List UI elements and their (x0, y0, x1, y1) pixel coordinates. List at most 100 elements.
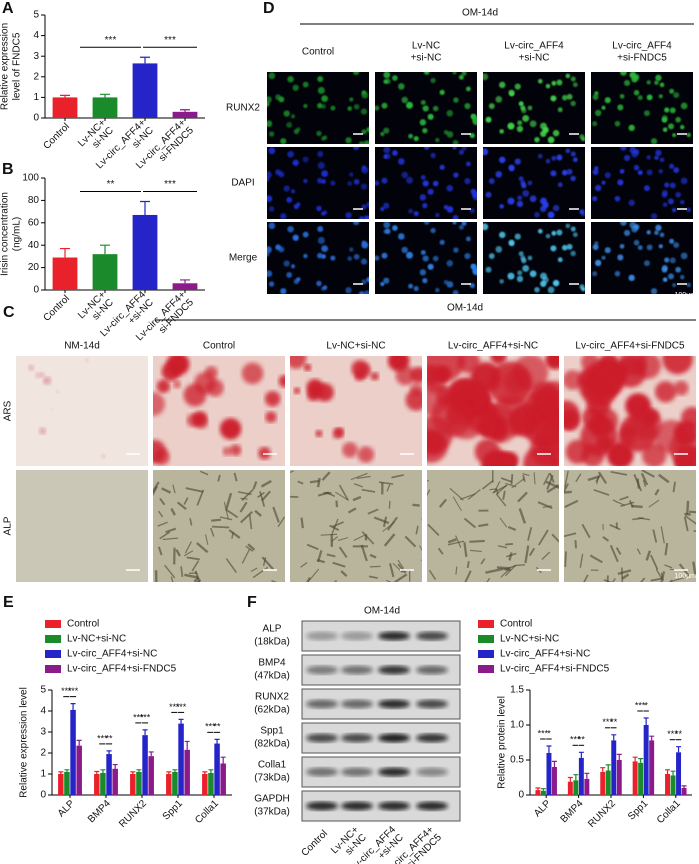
cell (307, 568, 320, 582)
blot-band (341, 631, 373, 641)
cell (361, 531, 375, 545)
stain (40, 372, 45, 378)
cell (360, 544, 368, 562)
stain (42, 376, 52, 385)
blot-border (301, 722, 461, 754)
blot-band (341, 733, 373, 743)
cell (650, 138, 658, 144)
scale-label: 100μm (674, 573, 696, 580)
image-background (153, 470, 285, 582)
cell (549, 472, 555, 483)
cell (380, 131, 385, 137)
error-bar (184, 740, 190, 750)
cell (250, 567, 258, 572)
cell (521, 257, 527, 264)
cell (612, 499, 626, 507)
cell (446, 260, 453, 267)
error-bar (665, 769, 671, 774)
cell (686, 500, 690, 515)
cell (423, 222, 430, 225)
cell (581, 287, 585, 292)
cell (422, 277, 428, 284)
cell (679, 274, 685, 280)
error-bar (540, 788, 546, 791)
cell (317, 252, 323, 259)
cell (427, 113, 434, 120)
stain (293, 387, 301, 394)
stain (356, 363, 372, 379)
cell (358, 141, 365, 144)
legend-swatch (478, 620, 494, 628)
error-bar (106, 750, 112, 755)
cell (564, 483, 570, 494)
lane-label: Control (299, 828, 330, 859)
cell (643, 185, 650, 192)
column-label: Lv-NC (412, 41, 440, 52)
cell (556, 229, 563, 236)
cell (449, 487, 464, 501)
cell (675, 116, 681, 123)
cell (603, 579, 613, 582)
cell (485, 116, 492, 123)
error-bar (76, 739, 82, 746)
cell (391, 474, 404, 479)
cell (545, 158, 551, 164)
cell (439, 239, 445, 245)
cell (398, 233, 405, 240)
cell (293, 128, 299, 135)
cell (688, 510, 696, 514)
panel-label: D (263, 0, 275, 17)
error-bar (208, 769, 214, 773)
y-tick-label: 1.5 (510, 685, 524, 696)
cell (303, 103, 308, 109)
cell (303, 178, 308, 184)
legend-label: Lv-circ_AFF4+si-NC (500, 649, 590, 660)
cell (662, 277, 668, 282)
stain (194, 415, 208, 429)
cell (252, 481, 258, 490)
protein-label: (82kDa) (254, 739, 290, 750)
stain (564, 400, 580, 428)
blot-band (378, 699, 410, 709)
cell (453, 172, 459, 178)
y-axis-label: Relative protein level (497, 696, 508, 789)
cell (686, 207, 691, 213)
blot-strip (302, 757, 460, 787)
cell (508, 89, 515, 96)
cell (514, 233, 521, 240)
stain (427, 415, 454, 453)
stain (35, 372, 42, 379)
cell (360, 183, 368, 190)
cell (637, 170, 643, 176)
cell (507, 526, 517, 531)
cell (363, 290, 369, 294)
cell (658, 244, 663, 249)
cell (646, 94, 653, 101)
y-tick-label: 1.0 (510, 720, 524, 731)
cell (439, 164, 445, 170)
stain (490, 356, 507, 365)
cell (561, 169, 568, 176)
cell (317, 177, 323, 184)
significance-label: *** (205, 722, 216, 732)
bar (616, 760, 622, 795)
cell (547, 211, 555, 219)
cell (623, 79, 631, 86)
cell (268, 72, 276, 80)
cell (529, 195, 537, 203)
cell (527, 105, 533, 111)
y-tick-label: 3 (33, 51, 39, 62)
cell (620, 72, 627, 76)
cell (239, 501, 248, 513)
cell (594, 241, 599, 246)
stain (545, 356, 559, 370)
cell (383, 533, 396, 547)
cell (361, 488, 376, 493)
cell (541, 551, 551, 560)
image-background (483, 147, 585, 219)
bar (64, 771, 70, 795)
y-tick-label: 4 (33, 30, 39, 41)
cell (183, 497, 189, 505)
bar (681, 788, 687, 795)
cell (420, 174, 426, 180)
